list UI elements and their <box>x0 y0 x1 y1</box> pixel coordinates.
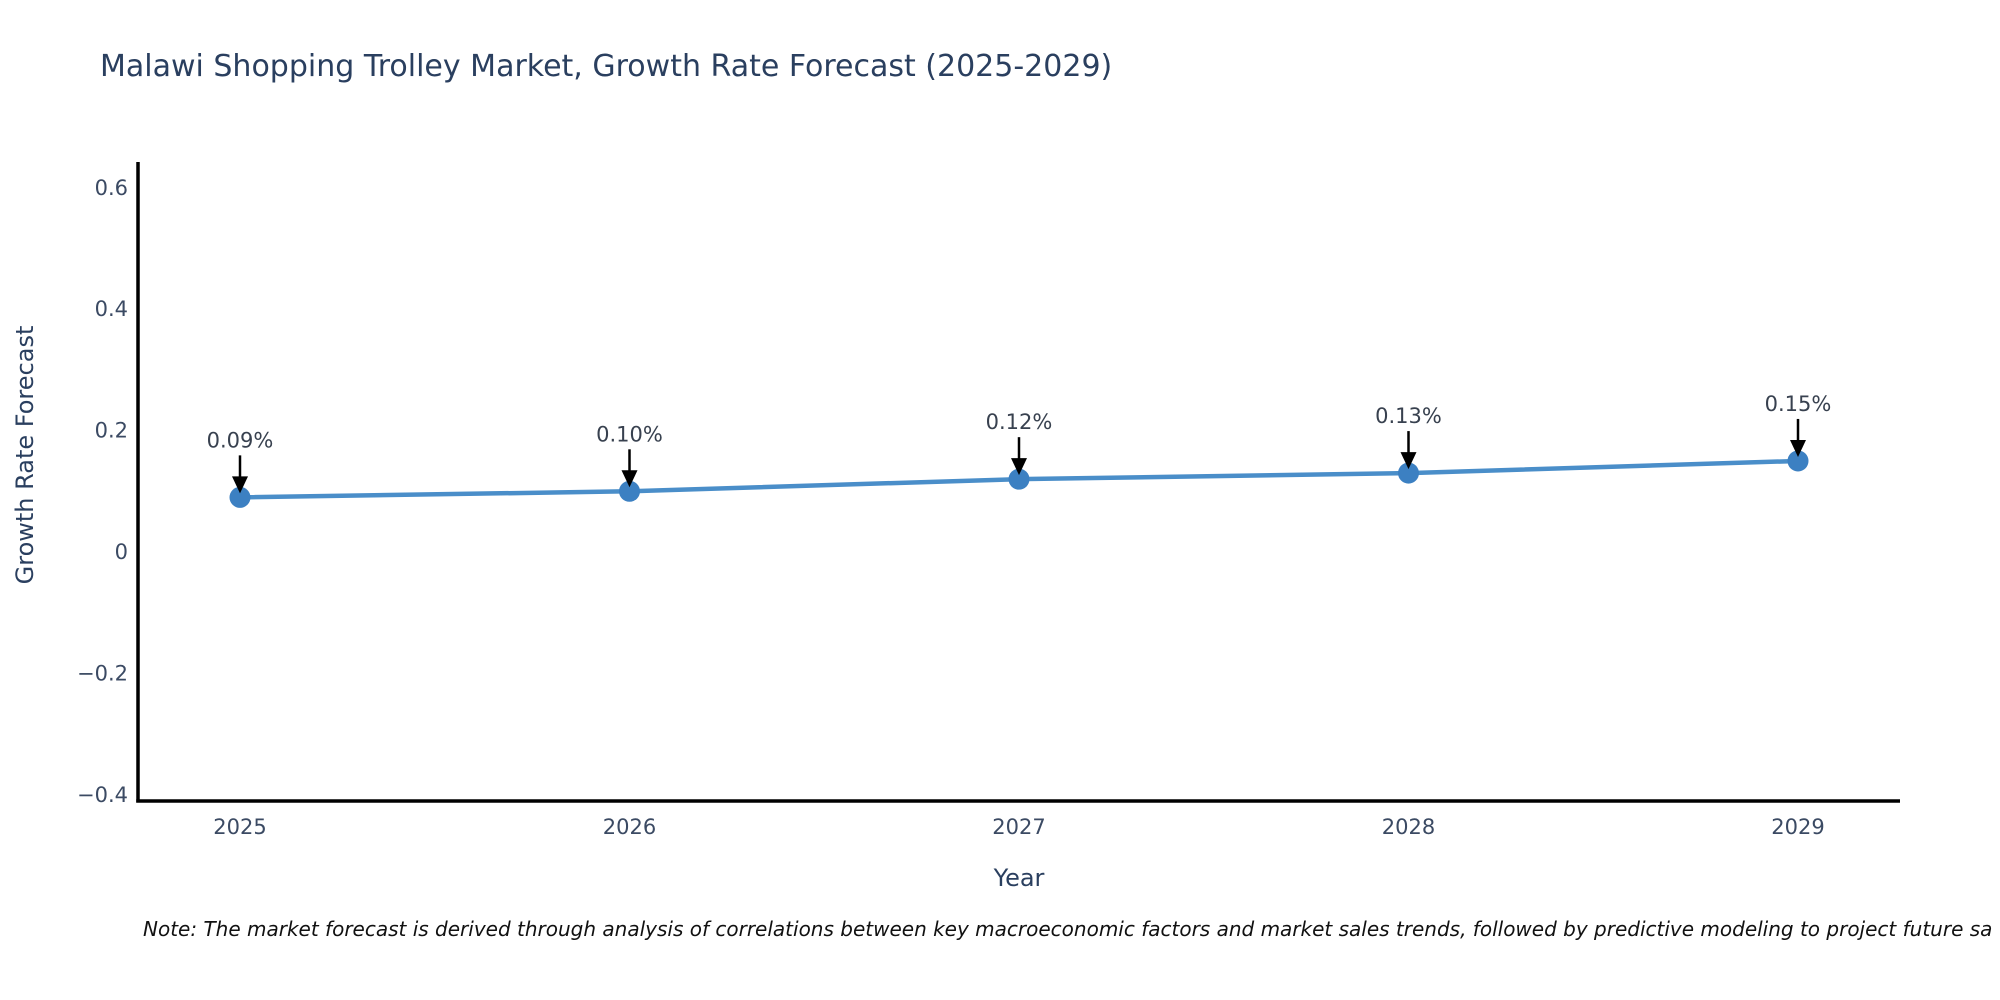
annotation-arrowhead-icon <box>232 476 248 494</box>
y-tick-label: 0.2 <box>95 419 128 443</box>
y-tick-label: −0.2 <box>77 661 128 685</box>
chart-title: Malawi Shopping Trolley Market, Growth R… <box>100 49 1113 84</box>
annotation-arrowhead-icon <box>1400 452 1417 470</box>
x-tick-label: 2026 <box>603 815 656 839</box>
data-point-label: 0.12% <box>986 410 1053 434</box>
data-point-marker[interactable] <box>619 480 640 502</box>
annotation-arrowhead-icon <box>1790 439 1806 457</box>
data-point-marker[interactable] <box>1787 450 1809 472</box>
data-series-layer <box>229 450 1809 508</box>
footnote-text: Note: The market forecast is derived thr… <box>143 917 1993 941</box>
data-point-marker[interactable] <box>1398 462 1419 484</box>
axes-layer <box>136 162 1900 803</box>
x-tick-label: 2025 <box>213 815 266 839</box>
ticks-layer: −0.4 −0.2 0 0.2 0.4 0.6 2025 2026 2027 2028 2029 <box>77 176 1825 839</box>
annotation-arrowhead-icon <box>621 470 638 488</box>
x-tick-label: 2028 <box>1382 815 1435 839</box>
x-tick-label: 2027 <box>992 815 1045 839</box>
y-tick-label: 0.4 <box>95 297 128 321</box>
x-axis-title: Year <box>993 864 1045 892</box>
annotation-layer: 0.09% 0.10% 0.12% 0.13% 0.15% <box>207 392 1832 494</box>
annotation-arrowhead-icon <box>1011 458 1027 476</box>
y-tick-label: 0 <box>115 540 128 564</box>
x-tick-label: 2029 <box>1771 815 1824 839</box>
data-point-label: 0.13% <box>1375 404 1442 428</box>
data-point-label: 0.15% <box>1765 392 1832 416</box>
y-tick-label: 0.6 <box>95 176 128 200</box>
data-point-label: 0.10% <box>596 422 663 446</box>
data-point-label: 0.09% <box>207 428 274 452</box>
data-point-marker[interactable] <box>1008 468 1030 490</box>
data-point-marker[interactable] <box>229 486 251 508</box>
y-tick-label: −0.4 <box>77 783 128 807</box>
